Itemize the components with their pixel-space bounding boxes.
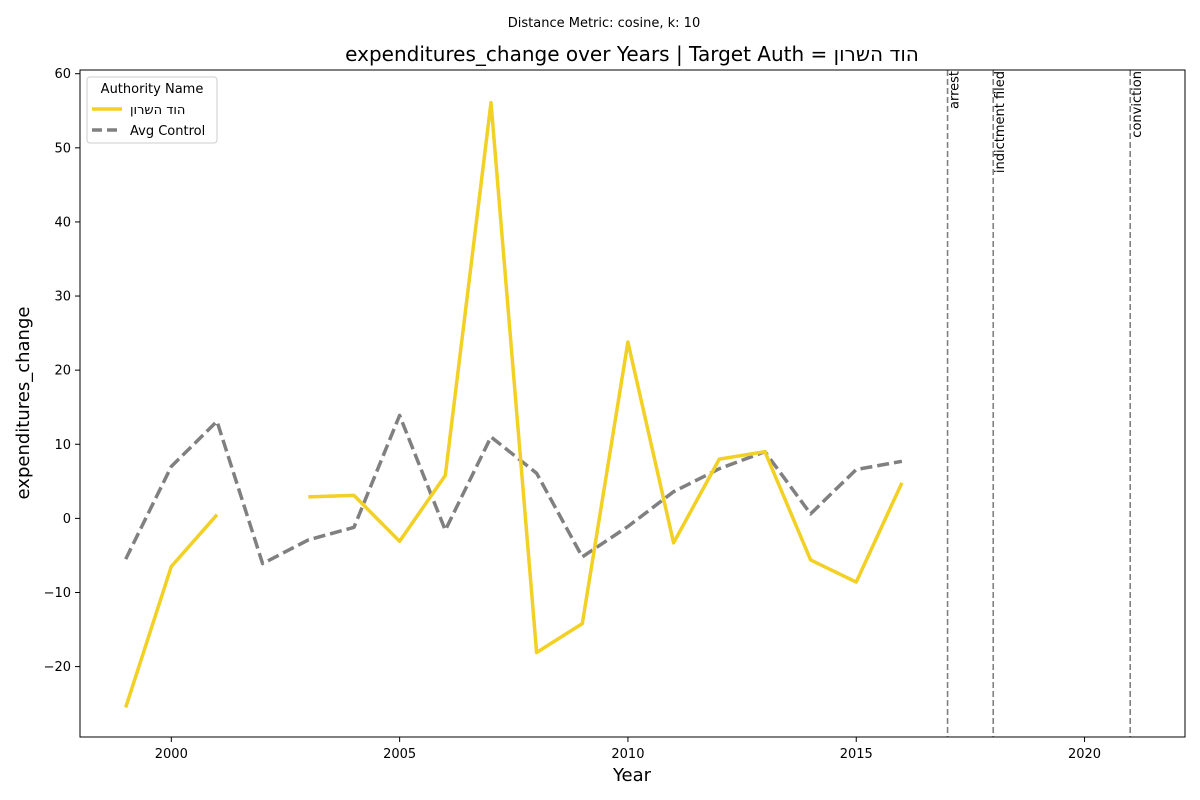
event-label-indictment-filed: indictment filed bbox=[993, 71, 1008, 173]
plot-area-frame bbox=[79, 69, 1186, 738]
series-line-target bbox=[124, 513, 219, 708]
suptitle: Distance Metric: cosine, k: 10 bbox=[508, 16, 700, 31]
y-tick-label: 10 bbox=[54, 438, 71, 453]
y-axis-label: expenditures_change bbox=[13, 307, 34, 500]
y-tick-label: 50 bbox=[54, 141, 71, 156]
legend-title: Authority Name bbox=[101, 82, 204, 97]
x-tick-label: 2010 bbox=[611, 747, 644, 762]
event-label-arrest: arrest bbox=[948, 71, 963, 109]
y-tick-label: 60 bbox=[54, 67, 71, 82]
x-tick-label: 2015 bbox=[840, 747, 873, 762]
series-line-avg-control bbox=[124, 413, 903, 566]
legend: Authority Name הוד השרון Avg Control bbox=[86, 76, 218, 144]
x-tick-label: 2020 bbox=[1068, 747, 1101, 762]
y-tick-label: 0 bbox=[63, 512, 71, 527]
y-tick-label: 20 bbox=[54, 364, 71, 379]
legend-label-avg-control: Avg Control bbox=[130, 124, 205, 139]
y-tick-label: 40 bbox=[54, 215, 71, 230]
x-axis-label: Year bbox=[612, 765, 652, 786]
legend-box bbox=[86, 76, 218, 144]
event-label-conviction: conviction bbox=[1130, 71, 1145, 138]
series-line-target bbox=[308, 100, 904, 655]
y-tick-label: 30 bbox=[54, 290, 71, 305]
y-tick-label: −10 bbox=[44, 586, 71, 601]
y-tick-label: −20 bbox=[44, 660, 71, 675]
legend-label-target: הוד השרון bbox=[130, 103, 185, 118]
x-tick-label: 2005 bbox=[383, 747, 416, 762]
chart-title: expenditures_change over Years | Target … bbox=[345, 42, 919, 66]
x-tick-label: 2000 bbox=[155, 747, 188, 762]
